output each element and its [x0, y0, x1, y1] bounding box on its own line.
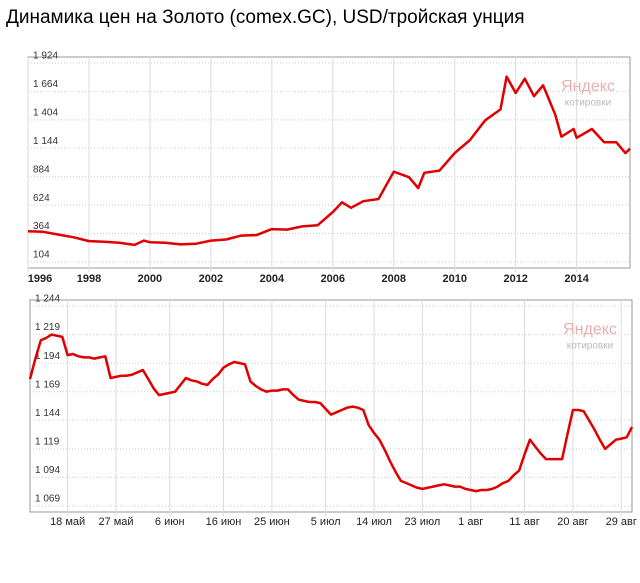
watermark: котировки — [567, 341, 613, 352]
price-line — [28, 333, 634, 493]
x-tick-label: 2008 — [382, 273, 406, 285]
x-tick-label: 2010 — [442, 273, 466, 285]
x-tick-label: 1998 — [77, 273, 101, 285]
x-tick-label: 2006 — [321, 273, 345, 285]
x-tick-label: 29 авг — [606, 516, 637, 528]
x-tick-label: 1 авг — [458, 516, 483, 528]
price-line — [27, 75, 631, 247]
x-tick-label: 25 июн — [254, 516, 290, 528]
y-tick-label: 364 — [33, 221, 50, 232]
x-tick-label: 2002 — [199, 273, 223, 285]
watermark: Яндекс — [561, 78, 615, 95]
watermark: Яндекс — [563, 321, 617, 338]
y-tick-label: 1 194 — [35, 351, 60, 362]
y-tick-label: 1 664 — [33, 79, 58, 90]
plot-frame — [29, 299, 633, 513]
y-tick-label: 104 — [33, 250, 50, 261]
watermark: котировки — [565, 98, 611, 109]
y-tick-label: 1 244 — [35, 294, 60, 305]
y-tick-label: 1 924 — [33, 51, 58, 62]
y-tick-label: 1 404 — [33, 107, 58, 118]
y-tick-label: 1 144 — [35, 408, 60, 419]
x-tick-label: 11 авг — [509, 516, 539, 528]
x-tick-label: 18 май — [50, 516, 85, 528]
y-tick-label: 1 219 — [35, 322, 60, 333]
x-tick-label: 2004 — [260, 273, 285, 285]
x-tick-label: 27 май — [98, 516, 133, 528]
y-tick-label: 624 — [33, 193, 50, 204]
x-tick-label: 23 июл — [404, 516, 440, 528]
x-tick-label: 5 июл — [311, 516, 341, 528]
x-tick-label: 20 авг — [557, 516, 588, 528]
x-tick-label: 2012 — [503, 273, 527, 285]
y-tick-label: 884 — [33, 164, 50, 175]
y-tick-label: 1 144 — [33, 136, 58, 147]
x-tick-label: 2014 — [564, 273, 589, 285]
page-title: Динамика цен на Золото (comex.GC), USD/т… — [6, 7, 524, 28]
y-tick-label: 1 169 — [35, 379, 60, 390]
x-tick-label: 14 июл — [356, 516, 392, 528]
y-tick-label: 1 119 — [35, 436, 60, 447]
x-tick-label: 16 июн — [206, 516, 242, 528]
y-tick-label: 1 069 — [35, 494, 60, 505]
x-tick-label: 6 июн — [155, 516, 185, 528]
x-tick-label: 2000 — [138, 273, 162, 285]
x-tick-label: 1996 — [28, 273, 52, 285]
y-tick-label: 1 094 — [35, 465, 60, 476]
